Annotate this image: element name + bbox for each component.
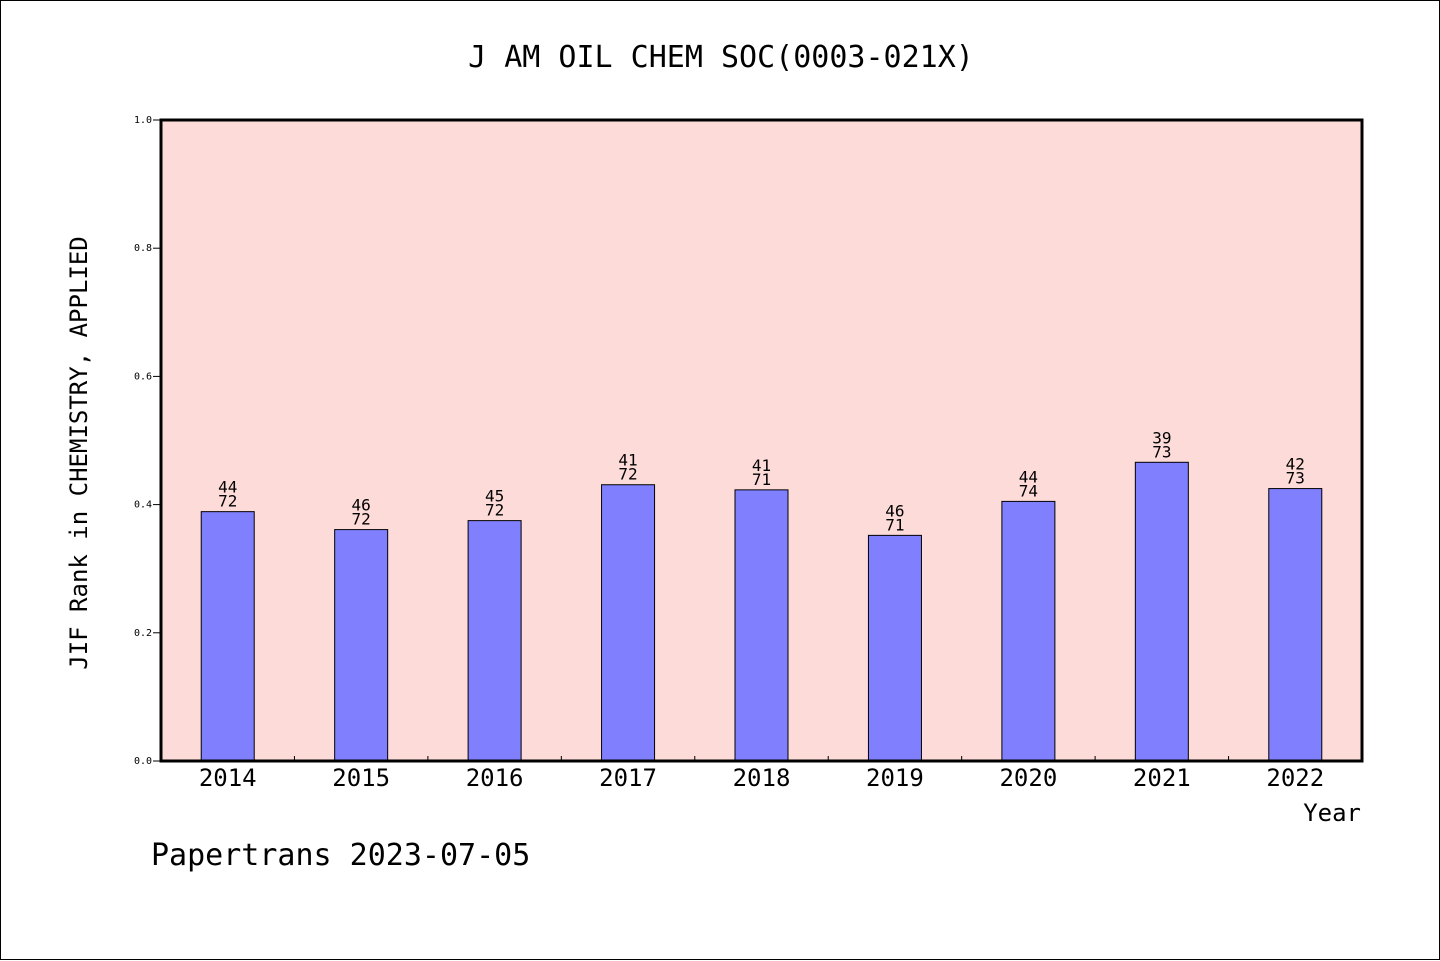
bar-2019 bbox=[867, 534, 922, 762]
data-label-rank: 41 bbox=[618, 451, 637, 470]
bar-2018 bbox=[734, 489, 789, 762]
y-axis: 0.0 0.2 0.4 0.6 0.8 1.0 bbox=[134, 115, 161, 767]
y-tick-label: 0.2 bbox=[134, 628, 152, 639]
data-label-total: 74 bbox=[1019, 481, 1038, 500]
bar-2022 bbox=[1268, 488, 1323, 762]
data-label-total: 72 bbox=[618, 465, 637, 484]
y-tick-label: 0.0 bbox=[134, 756, 152, 767]
x-tick-label: 2018 bbox=[733, 764, 791, 792]
data-label-total: 72 bbox=[218, 492, 237, 511]
y-tick-label: 0.8 bbox=[134, 243, 152, 254]
data-label-total: 71 bbox=[752, 470, 771, 489]
data-label-rank: 45 bbox=[485, 487, 504, 506]
x-axis-label: Year bbox=[1303, 799, 1361, 827]
x-tick-label: 2016 bbox=[466, 764, 524, 792]
bar-2016 bbox=[467, 520, 522, 762]
data-label-total: 73 bbox=[1286, 469, 1305, 488]
y-tick-label: 1.0 bbox=[134, 115, 152, 126]
x-tick-label: 2017 bbox=[599, 764, 657, 792]
data-label-rank: 39 bbox=[1152, 428, 1171, 447]
data-label-total: 72 bbox=[485, 501, 504, 520]
x-tick-label: 2019 bbox=[866, 764, 924, 792]
x-tick-label: 2015 bbox=[332, 764, 390, 792]
y-axis-label: JIF Rank in CHEMISTRY, APPLIED bbox=[65, 236, 93, 669]
bar-2014 bbox=[200, 511, 255, 762]
data-label-total: 72 bbox=[352, 510, 371, 529]
data-label-rank: 46 bbox=[885, 501, 904, 520]
data-label-rank: 42 bbox=[1286, 455, 1305, 474]
data-label-rank: 41 bbox=[752, 456, 771, 475]
x-tick-label: 2014 bbox=[199, 764, 257, 792]
data-label-rank: 44 bbox=[1019, 467, 1038, 486]
y-tick-label: 0.4 bbox=[134, 500, 152, 511]
footer-credit: Papertrans 2023-07-05 bbox=[151, 838, 530, 873]
x-tick-label: 2022 bbox=[1266, 764, 1324, 792]
x-tick-label: 2021 bbox=[1133, 764, 1191, 792]
data-label-total: 71 bbox=[885, 515, 904, 534]
data-label-rank: 44 bbox=[218, 478, 237, 497]
bar-2015 bbox=[334, 529, 389, 762]
bar-2020 bbox=[1001, 500, 1056, 762]
bar-2017 bbox=[601, 484, 656, 762]
plot-border bbox=[159, 118, 1364, 763]
bar-2021 bbox=[1134, 461, 1189, 762]
data-label-total: 73 bbox=[1152, 442, 1171, 461]
y-tick-label: 0.6 bbox=[134, 371, 152, 382]
data-label-rank: 46 bbox=[352, 496, 371, 515]
x-axis: 2014 2015 2016 2017 2018 2019 2020 2021 2022 bbox=[199, 756, 1324, 792]
x-tick-label: 2020 bbox=[999, 764, 1057, 792]
chart-title: J AM OIL CHEM SOC(0003-021X) bbox=[468, 40, 974, 75]
bars-group bbox=[200, 461, 1323, 762]
